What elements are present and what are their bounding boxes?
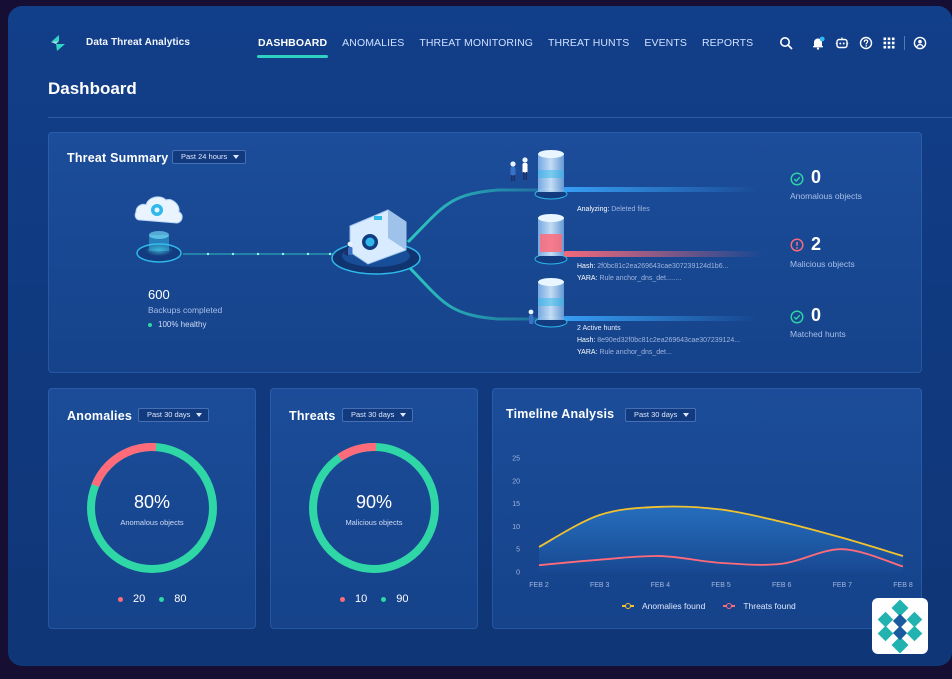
legend-dot-green	[381, 596, 387, 602]
anomalies-donut-accent-arc	[87, 443, 217, 573]
alert-circle-icon	[790, 238, 804, 252]
threats-legend: 10 90	[340, 593, 409, 605]
legend-dot-green	[159, 596, 165, 602]
threat-flow-illustration	[134, 150, 763, 328]
x-tick-label: FEB 2	[529, 582, 549, 589]
timeline-chart: 0 5 10 15 20 25 FEB 2 FEB 3 FEB 4 FEB 5 FEB 6 FEB …	[512, 456, 913, 590]
title-divider	[48, 117, 952, 118]
threat-summary-title: Threat Summary	[67, 151, 169, 165]
threats-center-label: Malicious objects	[345, 518, 403, 527]
x-tick-label: FEB 7	[833, 582, 853, 589]
timeline-title: Timeline Analysis	[506, 407, 615, 421]
anomalies-percent: 80%	[133, 492, 171, 512]
lane-3-yara: YARA: Rule anchor_dns_det...	[577, 349, 672, 356]
nav-threat-hunts[interactable]: THREAT HUNTS	[548, 37, 630, 49]
search-icon[interactable]	[779, 36, 793, 50]
y-tick-label: 25	[512, 456, 520, 463]
threat-summary-range-select[interactable]: Past 24 hours	[172, 150, 247, 164]
x-tick-label: FEB 3	[590, 582, 610, 589]
chevron-down-icon	[233, 155, 240, 159]
x-tick-label: FEB 4	[651, 582, 671, 589]
top-bar: Data Threat Analytics DASHBOARD ANOMALIE…	[8, 6, 952, 78]
nav-anomalies[interactable]: ANOMALIES	[342, 37, 405, 49]
anomalies-donut	[87, 443, 217, 573]
user-account-icon[interactable]	[913, 36, 927, 50]
threats-donut	[309, 443, 439, 573]
chevron-down-icon	[400, 413, 407, 417]
y-tick-label: 0	[516, 570, 520, 577]
cylinder-bottom	[528, 278, 568, 328]
threat-summary-card: Threat Summary Past 24 hours	[48, 132, 922, 373]
lane-2-yara: YARA: Rule anchor_dns_det........	[577, 275, 682, 282]
legend-dot-red	[340, 596, 345, 602]
y-tick-label: 20	[512, 478, 520, 485]
anomalies-series-line	[538, 505, 904, 557]
backups-label: Backups completed	[148, 305, 223, 315]
lane-3-hash: Hash: 8e90ed32f0bc81c2ea269643cae3072391…	[577, 337, 741, 344]
anomalies-title: Anomalies	[67, 409, 133, 423]
threats-donut-accent-arc	[309, 443, 439, 573]
threats-title: Threats	[289, 409, 336, 423]
nav-dashboard[interactable]: DASHBOARD	[256, 37, 329, 58]
anomalies-range-select[interactable]: Past 30 days	[138, 408, 210, 422]
nav-events[interactable]: EVENTS	[644, 37, 687, 49]
cylinder-middle	[534, 214, 568, 265]
x-tick-label: FEB 6	[772, 582, 792, 589]
y-tick-label: 10	[512, 524, 520, 531]
lane-2-hash: Hash: 2f0bc81c2ea269643cae307239124d1b6.…	[577, 263, 729, 270]
lane-1-status: Analyzing: Deleted files	[577, 206, 650, 213]
timeline-legend: Anomalies found Threats found	[622, 601, 796, 611]
backups-health: 100% healthy	[148, 320, 206, 329]
check-circle-icon	[790, 310, 804, 324]
page-title: Dashboard	[48, 79, 137, 98]
threats-percent: 90%	[355, 492, 393, 512]
notifications-icon[interactable]	[811, 36, 825, 50]
nav-reports[interactable]: REPORTS	[702, 37, 754, 49]
x-tick-label: FEB 5	[711, 582, 731, 589]
legend-dot-red	[118, 596, 123, 602]
brand-name[interactable]: Data Threat Analytics	[86, 37, 190, 48]
main-nav: DASHBOARD ANOMALIES THREAT MONITORING TH…	[256, 37, 768, 58]
cylinder-top	[534, 150, 568, 200]
health-dot	[148, 323, 152, 327]
x-tick-label: FEB 8	[893, 582, 913, 589]
timeline-range-select[interactable]: Past 30 days	[625, 408, 697, 422]
chevron-down-icon	[683, 413, 690, 417]
app-logo-icon[interactable]	[48, 33, 68, 53]
timeline-card: Timeline Analysis Past 30 days 0 5 10 15 20 2…	[492, 388, 922, 629]
backups-count: 600	[148, 287, 170, 302]
anomalies-center-label: Anomalous objects	[120, 518, 184, 527]
y-tick-label: 5	[516, 547, 520, 554]
legend-marker-threats	[723, 603, 736, 609]
apps-grid-icon[interactable]	[882, 36, 896, 50]
check-circle-icon	[790, 172, 804, 186]
nav-threat-monitoring[interactable]: THREAT MONITORING	[419, 37, 534, 49]
help-icon[interactable]	[859, 36, 873, 50]
legend-marker-anomalies	[622, 603, 634, 609]
app-window: Data Threat Analytics DASHBOARD ANOMALIE…	[8, 6, 952, 666]
assistant-icon[interactable]	[835, 36, 849, 50]
threats-series-line	[538, 548, 904, 568]
chevron-down-icon	[196, 413, 203, 417]
y-tick-label: 15	[512, 501, 520, 508]
lane-3-status: 2 Active hunts	[577, 325, 621, 332]
threats-range-select[interactable]: Past 30 days	[342, 408, 414, 422]
anomalies-card: Anomalies Past 30 days 80% Anomalous obj…	[48, 388, 256, 629]
anomalies-legend: 20 80	[118, 593, 187, 605]
diamond-pattern-icon	[877, 599, 923, 654]
floating-badge[interactable]	[872, 598, 928, 654]
threats-card: Threats Past 30 days 90% Malicious objec…	[270, 388, 478, 629]
toolbar-divider	[904, 36, 905, 50]
